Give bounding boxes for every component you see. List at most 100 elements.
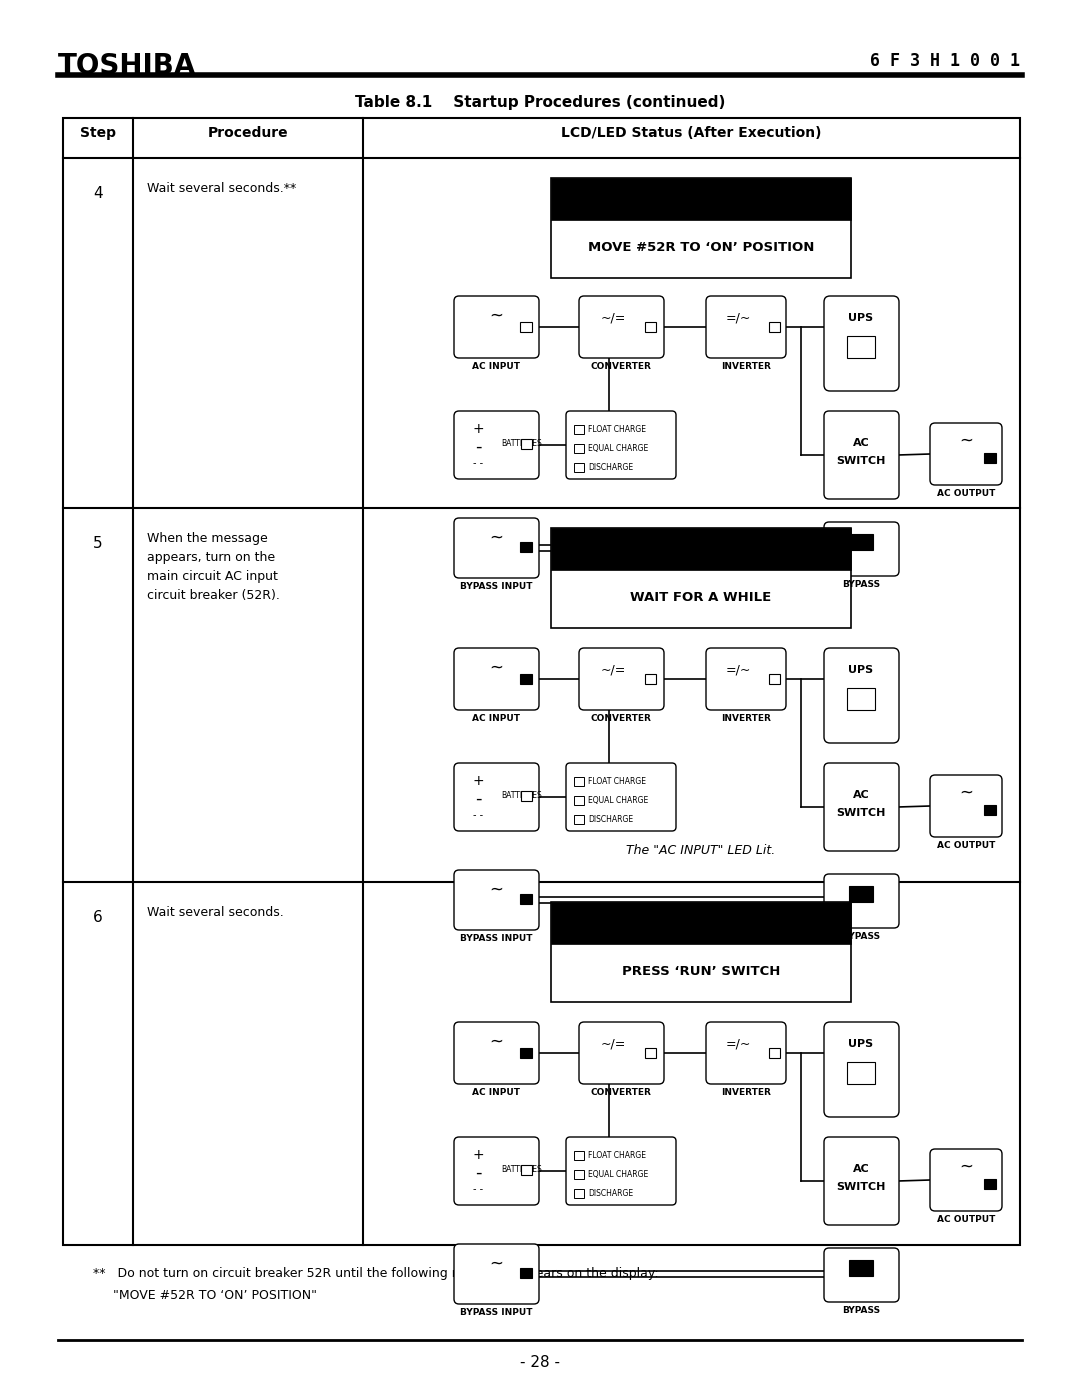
Text: Wait several seconds.**: Wait several seconds.** [147,182,296,196]
Text: UPS: UPS [849,665,874,675]
Bar [573,462,584,472]
Text: SWITCH: SWITCH [836,1182,886,1192]
FancyBboxPatch shape [579,296,664,358]
Text: - -: - - [473,1185,483,1194]
Text: UPS: UPS [849,313,874,323]
Text: - -: - - [473,810,483,820]
Text: TOSHIBA: TOSHIBA [58,52,197,80]
Text: MOVE #52R TO ‘ON’ POSITION: MOVE #52R TO ‘ON’ POSITION [588,242,814,254]
FancyBboxPatch shape [454,518,539,578]
Text: BYPASS: BYPASS [842,1306,880,1315]
FancyBboxPatch shape [824,1137,899,1225]
Text: ~: ~ [959,432,973,450]
Text: DISCHARGE: DISCHARGE [588,1189,633,1197]
Text: EQUAL CHARGE: EQUAL CHARGE [588,795,648,805]
FancyBboxPatch shape [706,648,786,710]
Text: CONVERTER: CONVERTER [591,1088,651,1097]
Bar [551,177,851,278]
Bar [573,777,584,787]
Text: DISCHARGE: DISCHARGE [588,814,633,823]
Text: UPS: UPS [849,1039,874,1049]
Text: AC INPUT: AC INPUT [472,1088,519,1097]
Text: ~: ~ [959,784,973,802]
Text: ~/=: ~/= [600,312,625,324]
FancyBboxPatch shape [824,875,899,928]
Text: AC INPUT: AC INPUT [472,362,519,372]
Bar [519,1268,532,1278]
Text: =/~: =/~ [726,664,751,676]
Bar [551,902,851,944]
Text: AC: AC [852,789,869,800]
Bar [984,453,996,462]
Text: FLOAT CHARGE: FLOAT CHARGE [588,777,646,785]
FancyBboxPatch shape [824,522,899,576]
Text: BYPASS INPUT: BYPASS INPUT [460,1308,532,1317]
Bar [984,1179,996,1189]
Text: INVERTER: INVERTER [721,362,771,372]
Text: "MOVE #52R TO ‘ON’ POSITION": "MOVE #52R TO ‘ON’ POSITION" [93,1289,318,1302]
Text: BATTERIES: BATTERIES [501,439,542,447]
Text: +: + [472,774,484,788]
Bar [769,321,780,332]
FancyBboxPatch shape [824,648,899,743]
Bar [551,177,851,219]
Bar [769,1048,780,1058]
Bar [519,673,532,685]
FancyBboxPatch shape [454,1023,539,1084]
Bar [521,439,532,448]
Text: +: + [472,1148,484,1162]
Text: -: - [475,439,482,455]
Text: 5: 5 [93,536,103,550]
Bar [847,337,875,358]
Text: FLOAT CHARGE: FLOAT CHARGE [588,425,646,433]
FancyBboxPatch shape [824,763,899,851]
Text: ~: ~ [489,307,503,326]
Text: PRESS ‘RUN’ SWITCH: PRESS ‘RUN’ SWITCH [622,965,780,978]
Bar [847,1062,875,1084]
Text: BYPASS: BYPASS [842,580,880,590]
Text: LCD/LED Status (After Execution): LCD/LED Status (After Execution) [562,126,822,140]
Text: SWITCH: SWITCH [836,807,886,819]
Bar [573,796,584,805]
Text: =/~: =/~ [726,1038,751,1051]
Text: ~: ~ [489,1255,503,1273]
Text: BYPASS INPUT: BYPASS INPUT [460,935,532,943]
Text: ~/=: ~/= [600,664,625,676]
Text: -: - [475,789,482,807]
Text: 4: 4 [93,186,103,201]
FancyBboxPatch shape [454,1243,539,1303]
Text: INVERTER: INVERTER [721,1088,771,1097]
Bar [849,534,873,550]
Bar [551,902,851,1002]
Text: 6: 6 [93,909,103,925]
Text: AC OUTPUT: AC OUTPUT [936,1215,995,1224]
Text: Step: Step [80,126,116,140]
Bar [519,321,532,332]
Bar [573,1151,584,1160]
Text: BYPASS INPUT: BYPASS INPUT [460,583,532,591]
Text: CONVERTER: CONVERTER [591,362,651,372]
Text: **   Do not turn on circuit breaker 52R until the following message appears on t: ** Do not turn on circuit breaker 52R un… [93,1267,659,1280]
FancyBboxPatch shape [930,1148,1002,1211]
Text: WAIT FOR A WHILE: WAIT FOR A WHILE [631,591,771,605]
Text: -: - [475,1164,482,1182]
Text: AC INPUT: AC INPUT [472,714,519,724]
FancyBboxPatch shape [454,1137,539,1206]
Bar [519,542,532,552]
Bar [519,1048,532,1058]
Text: +: + [472,422,484,436]
Text: Wait several seconds.: Wait several seconds. [147,907,284,919]
Bar [521,1165,532,1175]
Bar [573,425,584,434]
Text: Procedure: Procedure [207,126,288,140]
Text: When the message
appears, turn on the
main circuit AC input
circuit breaker (52R: When the message appears, turn on the ma… [147,532,280,602]
Text: AC: AC [852,1164,869,1173]
Text: - -: - - [473,458,483,468]
Bar [645,1048,656,1058]
Bar [521,791,532,800]
FancyBboxPatch shape [930,775,1002,837]
FancyBboxPatch shape [566,1137,676,1206]
FancyBboxPatch shape [579,1023,664,1084]
Bar [849,886,873,902]
FancyBboxPatch shape [579,648,664,710]
